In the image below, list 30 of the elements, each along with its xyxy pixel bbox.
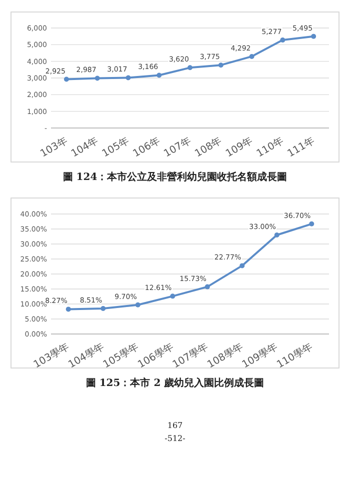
x-tick-label: 109年 <box>224 134 255 160</box>
point <box>204 284 210 290</box>
point <box>100 306 106 311</box>
point <box>188 65 192 70</box>
x-tick-label: 106年 <box>130 134 162 160</box>
point <box>94 76 100 81</box>
x-tick-label: 105年 <box>100 134 132 160</box>
point <box>126 75 131 80</box>
x-tick-label: 107年 <box>162 134 193 160</box>
point <box>170 294 176 299</box>
x-tick-label: 104年 <box>69 134 100 160</box>
text: 圖 125：本市 2 歲幼兒入園比例成長圖 <box>86 377 264 389</box>
text: 圖 124：本市公立及非營利幼兒園收托名額成長圖 <box>62 171 288 183</box>
x-tick-label: 108年 <box>192 134 224 160</box>
point <box>280 38 286 43</box>
point <box>135 302 140 308</box>
point <box>64 76 69 82</box>
text: 167 <box>167 421 183 430</box>
point <box>218 62 224 68</box>
point <box>156 72 162 78</box>
point <box>309 221 314 226</box>
x-tick-label: 103年 <box>38 134 70 160</box>
point <box>274 232 280 238</box>
point <box>311 34 316 39</box>
x-tick-label: 110年 <box>254 134 286 160</box>
point <box>66 306 71 312</box>
point <box>240 263 245 268</box>
x-tick-label: 111年 <box>285 134 317 160</box>
text: -512- <box>164 434 186 443</box>
point <box>249 54 254 59</box>
